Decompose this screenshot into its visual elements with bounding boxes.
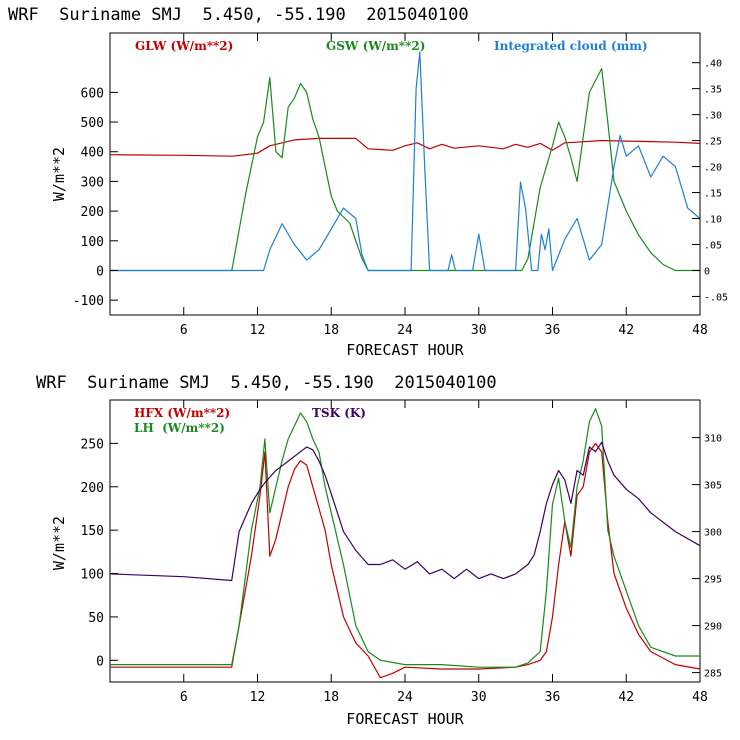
p2-xtick-label: 24 [397,690,413,705]
p1-rtick-label: .35 [704,85,722,96]
p2-rtick-label: 305 [704,481,722,492]
p1-rtick-label: .40 [704,59,722,70]
series-group-bottom [109,408,701,679]
p1-ytick-label: 100 [81,235,104,250]
p1-ytick-label: 600 [81,86,104,101]
p2-ytick-label: 0 [96,654,104,669]
p1-series-gsw [110,67,700,272]
p1-ytick-label: 200 [81,205,104,220]
p2-ytick-label: 100 [81,568,104,583]
p1-xtick-label: 30 [471,323,487,338]
p1-rtick-label: .10 [704,215,722,226]
p2-rtick-label: 295 [704,575,722,586]
p2-xtick-label: 18 [323,690,339,705]
p2-xtick-label: 6 [180,690,188,705]
p2-xtick-label: 36 [545,690,561,705]
legend-lh: LH (W/m**2) [134,421,225,435]
plot-frame-bottom [109,399,701,683]
p1-xtick-label: 18 [323,323,339,338]
legend-tsk: TSK (K) [312,406,366,420]
chart-title-bottom: WRF Suriname SMJ 5.450, -55.190 20150401… [36,373,497,393]
p1-series-integrated [110,51,701,272]
p2-ytick-label: 250 [81,437,104,452]
legend-glw: GLW (W/m**2) [135,39,233,53]
p2-rtick-label: 310 [704,434,722,445]
chart-title-top: WRF Suriname SMJ 5.450, -55.190 20150401… [8,5,469,25]
p2-series-lh [110,408,700,668]
p1-series-glw [109,137,701,157]
series-group-top [109,51,701,272]
x-axis-label-top: FORECAST HOUR [346,341,464,359]
plot-frame-top [109,32,701,316]
p2-series-hfx [110,442,701,679]
p1-xtick-label: 6 [180,323,188,338]
p1-rtick-label: .25 [704,137,722,148]
p1-ytick-label: 400 [81,146,104,161]
p2-ytick-label: 150 [81,524,104,539]
ticks-layer: 6 12 18 24 30 36 42 48-1000100200300400500600-.… [73,33,728,705]
y-axis-label-top: W/m**2 [50,147,68,201]
x-axis-label-bottom: FORECAST HOUR [346,710,464,728]
p1-xtick-label: 48 [692,323,708,338]
p1-rtick-label: 0 [704,266,710,277]
p1-xtick-label: 36 [545,323,561,338]
legend-gsw: GSW (W/m**2) [326,39,425,53]
p1-rtick-label: .05 [704,241,722,252]
p1-ytick-label: 500 [81,116,104,131]
p1-xtick-label: 42 [618,323,634,338]
y-axis-label-bottom: W/m**2 [50,516,68,570]
p1-ytick-label: -100 [73,294,104,309]
p2-ytick-label: 50 [88,611,104,626]
p2-xtick-label: 30 [471,690,487,705]
p1-ytick-label: 0 [96,264,104,279]
p2-xtick-label: 48 [692,690,708,705]
p2-series-tsk [109,441,701,582]
p1-rtick-label: .20 [704,163,722,174]
p2-rtick-label: 290 [704,622,722,633]
p1-rtick-label: .30 [704,111,722,122]
p2-xtick-label: 42 [618,690,634,705]
p2-ytick-label: 200 [81,481,104,496]
p1-ytick-label: 300 [81,175,104,190]
legend-cloud: Integrated cloud (mm) [494,39,648,53]
p2-rtick-label: 285 [704,669,722,680]
p2-xtick-label: 12 [250,690,266,705]
p1-rtick-label: .15 [704,189,722,200]
p1-xtick-label: 12 [250,323,266,338]
p2-rtick-label: 300 [704,528,722,539]
p1-rtick-label: -.05 [704,292,728,303]
p1-xtick-label: 24 [397,323,413,338]
legend-hfx: HFX (W/m**2) [134,406,230,420]
